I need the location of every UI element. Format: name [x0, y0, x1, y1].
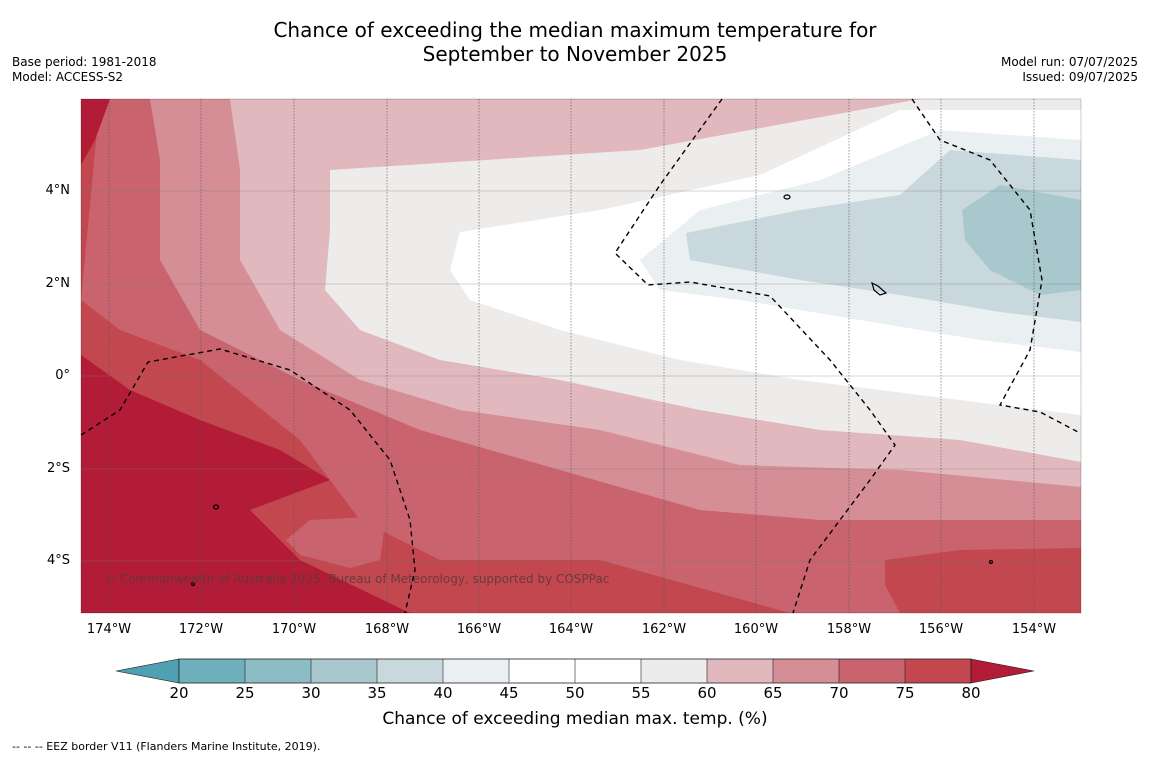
colorbar-tick-60: 60	[697, 684, 717, 702]
colorbar-tick-45: 45	[499, 684, 519, 702]
title-line-2: September to November 2025	[422, 42, 728, 66]
eez-legend-note: -- -- -- EEZ border V11 (Flanders Marine…	[12, 740, 321, 753]
colorbar-20-25	[179, 659, 245, 683]
band-35-40	[686, 150, 1081, 322]
colorbar-tick-30: 30	[301, 684, 321, 702]
lon-label-174w: 174°W	[86, 622, 132, 637]
colorbar-above-arrow	[970, 658, 1035, 684]
lon-label-156w: 156°W	[918, 622, 964, 637]
lon-label-166w: 166°W	[456, 622, 502, 637]
lon-label-154w: 154°W	[1011, 622, 1057, 637]
latitude-lines	[81, 190, 1081, 562]
meta-left: Base period: 1981-2018 Model: ACCESS-S2	[12, 55, 157, 85]
colorbar-tick-40: 40	[433, 684, 453, 702]
colorbar-tick-50: 50	[565, 684, 585, 702]
lat-label-0: 0°	[55, 368, 70, 383]
colorbar-25-30	[245, 659, 311, 683]
lat-label-4s: 4°S	[46, 553, 70, 568]
colorbar-below-arrow	[115, 658, 180, 684]
colorbar-40-45	[443, 659, 509, 683]
model-run: Model run: 07/07/2025	[1000, 55, 1138, 69]
colorbar-tick-65: 65	[763, 684, 783, 702]
lat-label-2n: 2°N	[45, 276, 71, 291]
colorbar-55-60	[641, 659, 707, 683]
lon-label-168w: 168°W	[364, 622, 410, 637]
lon-label-170w: 170°W	[271, 622, 317, 637]
colorbar-tick-70: 70	[829, 684, 849, 702]
base-period: Base period: 1981-2018	[12, 55, 157, 69]
lon-label-158w: 158°W	[826, 622, 872, 637]
colorbar-70-75	[839, 659, 905, 683]
lat-label-4n: 4°N	[45, 183, 71, 198]
model-name: Model: ACCESS-S2	[12, 70, 124, 84]
colorbar	[115, 658, 1035, 684]
colorbar-60-65	[707, 659, 773, 683]
probability-field	[81, 99, 1081, 613]
band-above-80-southeast	[885, 548, 1081, 613]
islands	[190, 194, 994, 587]
colorbar-65-70	[773, 659, 839, 683]
map-frame	[80, 98, 1082, 614]
band-above-80-south	[81, 355, 410, 613]
lon-label-172w: 172°W	[178, 622, 224, 637]
meta-right: Model run: 07/07/2025 Issued: 09/07/2025	[1001, 55, 1138, 85]
band-above-80-north	[81, 99, 110, 165]
lon-label-162w: 162°W	[641, 622, 687, 637]
lon-label-164w: 164°W	[548, 622, 594, 637]
colorbar-30-35	[311, 659, 377, 683]
eez-borders	[80, 98, 1079, 614]
colorbar-tick-35: 35	[367, 684, 387, 702]
colorbar-tick-80: 80	[961, 684, 981, 702]
colorbar-tick-20: 20	[169, 684, 189, 702]
colorbar-tick-55: 55	[631, 684, 651, 702]
colorbar-50-55	[575, 659, 641, 683]
colorbar-75-80	[905, 659, 971, 683]
lon-label-160w: 160°W	[733, 622, 779, 637]
band-30-35	[962, 185, 1081, 295]
lat-label-2s: 2°S	[46, 461, 70, 476]
title-line-1: Chance of exceeding the median maximum t…	[273, 18, 877, 42]
colorbar-tick-25: 25	[235, 684, 255, 702]
colorbar-title: Chance of exceeding median max. temp. (%…	[382, 709, 768, 729]
colorbar-35-40	[377, 659, 443, 683]
issued-date: Issued: 09/07/2025	[1022, 70, 1138, 84]
colorbar-tick-75: 75	[895, 684, 915, 702]
colorbar-45-50	[509, 659, 575, 683]
band-70-75-patch	[286, 516, 386, 568]
map-title: Chance of exceeding the median maximum t…	[0, 18, 1150, 66]
copyright-notice: © Commonwealth of Australia 2025, Bureau…	[104, 572, 610, 586]
